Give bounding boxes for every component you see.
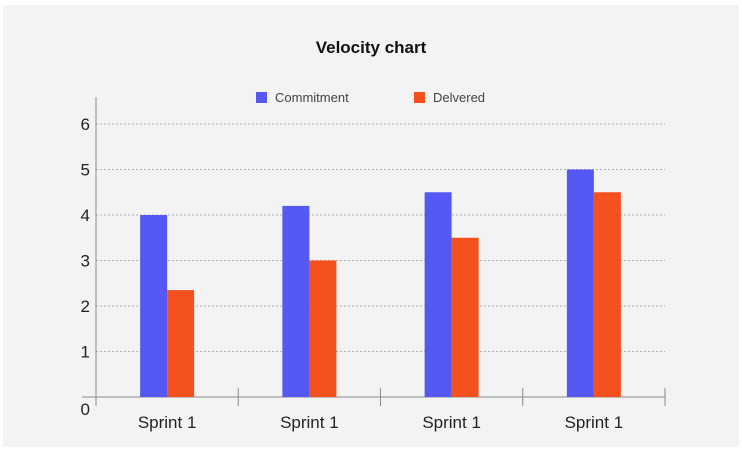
bar-commitment-1 xyxy=(282,205,310,397)
x-tick-label-1: Sprint 1 xyxy=(280,413,339,432)
y-tick-label-3: 3 xyxy=(81,252,90,271)
y-tick-label-0: 0 xyxy=(81,400,90,419)
y-tick-label-4: 4 xyxy=(81,206,90,225)
bar-commitment-3 xyxy=(566,169,594,397)
bar-delivered-2 xyxy=(451,237,479,397)
legend-swatch-commitment xyxy=(256,91,267,103)
bar-delivered-0 xyxy=(167,290,195,397)
x-tick-label-0: Sprint 1 xyxy=(138,413,197,432)
bar-commitment-0 xyxy=(140,215,168,397)
y-tick-label-2: 2 xyxy=(81,297,90,316)
y-tick-label-1: 1 xyxy=(81,343,90,362)
bar-delivered-1 xyxy=(309,260,337,397)
x-tick-label-3: Sprint 1 xyxy=(565,413,624,432)
legend-label-delivered: Delvered xyxy=(433,89,486,105)
bar-commitment-2 xyxy=(424,192,452,397)
legend-item-commitment: Commitment xyxy=(256,89,349,105)
legend-item-delivered: Delvered xyxy=(414,89,485,105)
legend-swatch-delivered xyxy=(414,91,425,103)
chart-title: Velocity chart xyxy=(315,38,427,57)
y-tick-label-6: 6 xyxy=(81,115,90,134)
bar-delivered-3 xyxy=(593,192,621,397)
legend-label-commitment: Commitment xyxy=(275,89,349,105)
x-tick-label-2: Sprint 1 xyxy=(422,413,481,432)
y-tick-label-5: 5 xyxy=(81,161,90,180)
